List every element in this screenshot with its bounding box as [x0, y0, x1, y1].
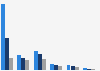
Bar [66, 65, 70, 70]
Bar [9, 58, 13, 70]
Bar [17, 55, 21, 70]
Bar [38, 54, 42, 70]
Bar [42, 59, 46, 70]
Bar [91, 69, 95, 70]
Bar [54, 65, 58, 70]
Bar [5, 38, 9, 70]
Bar [21, 58, 25, 70]
Bar [25, 60, 29, 70]
Bar [71, 66, 75, 70]
Bar [75, 67, 79, 70]
Bar [58, 66, 62, 70]
Bar [34, 51, 38, 70]
Bar [50, 64, 54, 70]
Bar [87, 69, 91, 70]
Bar [1, 4, 5, 70]
Bar [83, 68, 87, 70]
